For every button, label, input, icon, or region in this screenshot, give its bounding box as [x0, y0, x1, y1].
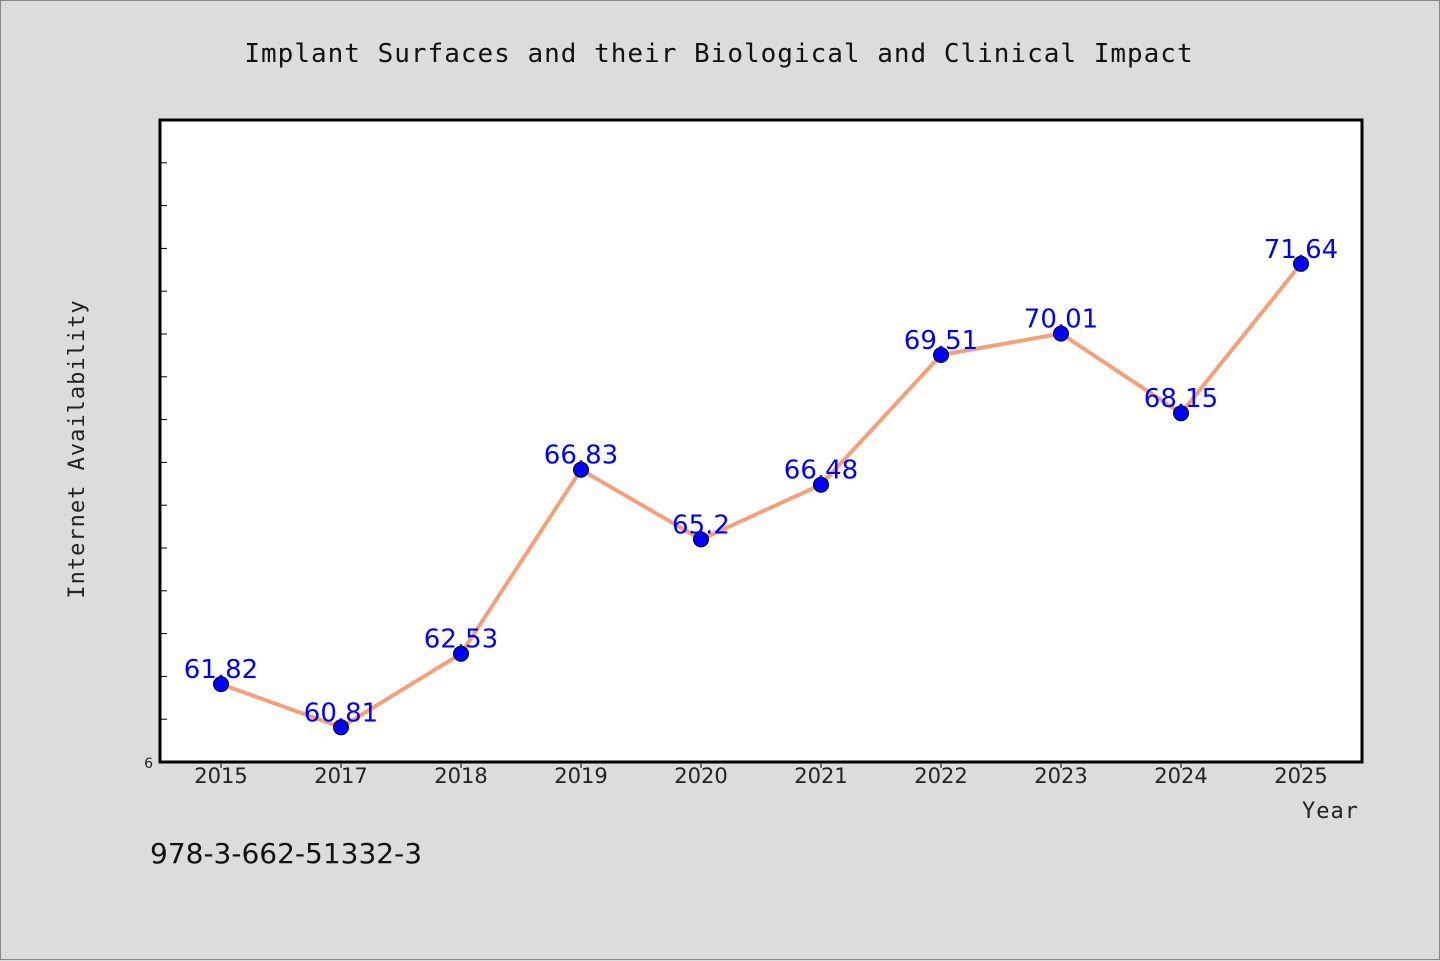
- data-label: 65.2: [672, 510, 730, 540]
- x-tick-label: 2025: [1274, 764, 1327, 788]
- x-axis-ticks: 2015 2017 2018 2019 2020 2021 2022 2023 2024 2025: [194, 762, 1328, 788]
- data-point: [1173, 405, 1189, 422]
- series-points: [213, 255, 1309, 736]
- data-point: [333, 719, 349, 736]
- plot-area: [158, 118, 1364, 764]
- data-label: 62.53: [424, 625, 498, 655]
- y-axis-ticks: 6: [144, 162, 167, 772]
- x-tick-label: 2018: [434, 764, 487, 788]
- x-axis-label: Year: [1302, 799, 1359, 824]
- y-tick-label: 6: [144, 756, 153, 772]
- x-tick-label: 2022: [914, 764, 967, 788]
- data-point: [1293, 255, 1309, 272]
- data-point: [573, 461, 589, 478]
- data-label: 70.01: [1024, 305, 1098, 335]
- data-labels: 61.82 60.81 62.53 66.83 65.2 66.48 69.51 70.01 6…: [184, 235, 1338, 729]
- data-label: 69.51: [904, 326, 978, 356]
- data-label: 66.48: [784, 456, 858, 486]
- series-line-path: [220, 262, 1303, 730]
- data-point: [813, 476, 829, 493]
- x-tick-label: 2020: [674, 764, 727, 788]
- data-label: 66.83: [544, 441, 618, 471]
- data-label: 71.64: [1264, 235, 1338, 265]
- isbn-text: 978-3-662-51332-3: [150, 837, 422, 870]
- series-line: [220, 262, 1303, 730]
- y-axis-label: Internet Availability: [65, 299, 90, 598]
- data-point: [453, 645, 469, 662]
- data-point: [693, 531, 709, 548]
- x-tick-label: 2017: [314, 764, 367, 788]
- x-tick-label: 2021: [794, 764, 847, 788]
- data-label: 60.81: [304, 698, 378, 728]
- data-point: [933, 347, 949, 363]
- x-tick-label: 2024: [1154, 764, 1207, 788]
- x-tick-label: 2019: [554, 764, 607, 788]
- x-tick-label: 2015: [194, 764, 247, 788]
- data-point: [213, 676, 229, 693]
- x-tick-label: 2023: [1034, 764, 1087, 788]
- data-label: 61.82: [184, 655, 258, 685]
- data-point: [1053, 325, 1069, 342]
- chart-title: Implant Surfaces and their Biological an…: [244, 39, 1193, 69]
- data-label: 68.15: [1144, 384, 1218, 414]
